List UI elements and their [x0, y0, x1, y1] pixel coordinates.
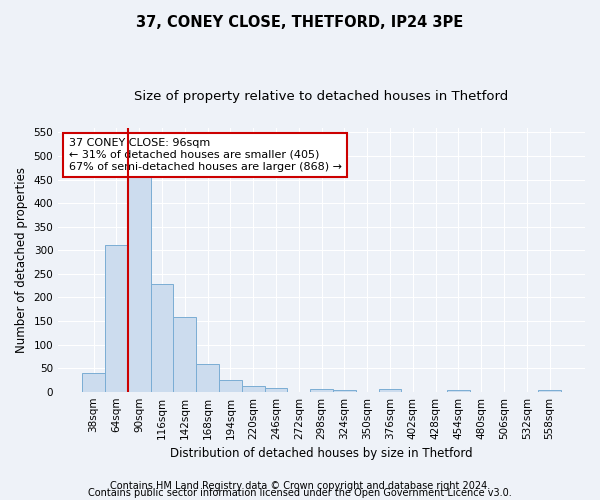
Bar [242, 386, 265, 392]
Bar [128, 176, 151, 392]
Bar [105, 244, 128, 392]
Text: 37, CONEY CLOSE, THETFORD, IP24 3PE: 37, CONEY CLOSE, THETFORD, IP24 3PE [136, 15, 464, 30]
Text: Contains HM Land Registry data © Crown copyright and database right 2024.: Contains HM Land Registry data © Crown c… [110, 481, 490, 491]
Bar [538, 390, 561, 392]
Title: Size of property relative to detached houses in Thetford: Size of property relative to detached ho… [134, 90, 509, 103]
Bar [265, 388, 287, 392]
Bar [82, 373, 105, 392]
Y-axis label: Number of detached properties: Number of detached properties [15, 166, 28, 352]
Bar [219, 380, 242, 392]
Bar [447, 390, 470, 392]
X-axis label: Distribution of detached houses by size in Thetford: Distribution of detached houses by size … [170, 447, 473, 460]
Text: 37 CONEY CLOSE: 96sqm
← 31% of detached houses are smaller (405)
67% of semi-det: 37 CONEY CLOSE: 96sqm ← 31% of detached … [69, 138, 342, 172]
Text: Contains public sector information licensed under the Open Government Licence v3: Contains public sector information licen… [88, 488, 512, 498]
Bar [196, 364, 219, 392]
Bar [173, 317, 196, 392]
Bar [310, 390, 333, 392]
Bar [379, 390, 401, 392]
Bar [151, 284, 173, 392]
Bar [333, 390, 356, 392]
